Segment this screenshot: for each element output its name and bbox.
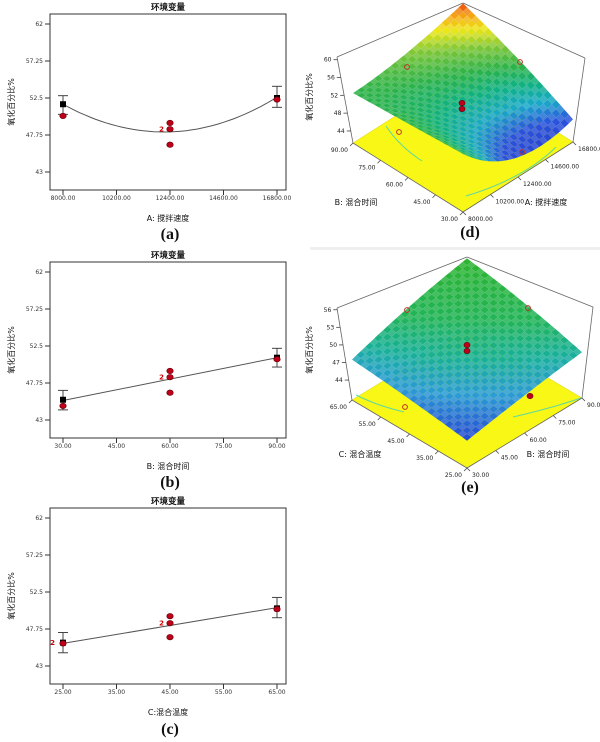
svg-text:16800.00: 16800.00 xyxy=(263,195,292,202)
svg-text:43: 43 xyxy=(35,417,43,424)
svg-text:氧化百分比%: 氧化百分比% xyxy=(6,572,16,620)
svg-text:90.00: 90.00 xyxy=(331,147,348,154)
panel-e: 44 47 50 53 56 65.00 55.00 45.00 35.00 25.00 30.00… xyxy=(300,245,600,500)
svg-text:90.00: 90.00 xyxy=(268,443,285,450)
svg-text:25.00: 25.00 xyxy=(54,689,71,696)
svg-text:氧化百分比%: 氧化百分比% xyxy=(304,326,314,374)
svg-text:A: 搅拌速度: A: 搅拌速度 xyxy=(525,197,568,207)
svg-text:62: 62 xyxy=(35,269,43,276)
svg-text:47: 47 xyxy=(332,359,340,366)
svg-text:55.00: 55.00 xyxy=(359,421,376,428)
svg-text:B: 混合时间: B: 混合时间 xyxy=(147,461,190,471)
svg-text:10200.00: 10200.00 xyxy=(102,195,131,202)
svg-text:60.00: 60.00 xyxy=(161,443,178,450)
svg-text:45.00: 45.00 xyxy=(387,438,404,445)
svg-text:12400.00: 12400.00 xyxy=(156,195,185,202)
svg-text:50: 50 xyxy=(329,342,337,349)
caption-b: (b) xyxy=(160,474,180,491)
svg-text:62: 62 xyxy=(35,515,43,522)
svg-text:氧化百分比%: 氧化百分比% xyxy=(6,326,16,374)
svg-text:氧化百分比%: 氧化百分比% xyxy=(304,73,314,121)
svg-text:52: 52 xyxy=(330,92,338,99)
svg-text:2: 2 xyxy=(159,620,164,628)
svg-text:47.75: 47.75 xyxy=(26,626,43,633)
chart-d-canvas: 44 48 52 56 60 90.00 75.00 60.00 45.00 30.00 8000.… xyxy=(304,2,600,223)
svg-text:10200.00: 10200.00 xyxy=(496,199,525,206)
svg-text:57.25: 57.25 xyxy=(26,306,43,313)
svg-text:8000.00: 8000.00 xyxy=(468,216,493,223)
panel-d: 44 48 52 56 60 90.00 75.00 60.00 45.00 30.00 8000.… xyxy=(300,0,600,245)
svg-text:C:混合温度: C:混合温度 xyxy=(148,707,188,717)
svg-text:43: 43 xyxy=(35,169,43,176)
svg-text:35.00: 35.00 xyxy=(108,689,125,696)
svg-text:52.5: 52.5 xyxy=(30,589,44,596)
svg-text:氧化百分比%: 氧化百分比% xyxy=(6,78,16,126)
svg-text:75.00: 75.00 xyxy=(558,420,575,427)
svg-text:52.5: 52.5 xyxy=(30,95,44,102)
svg-text:44: 44 xyxy=(335,377,343,384)
svg-text:47.75: 47.75 xyxy=(26,380,43,387)
svg-text:55.00: 55.00 xyxy=(215,689,232,696)
svg-text:62: 62 xyxy=(35,21,43,28)
svg-text:75.00: 75.00 xyxy=(358,164,375,171)
svg-text:43: 43 xyxy=(35,663,43,670)
caption-a: (a) xyxy=(160,226,180,243)
svg-text:53: 53 xyxy=(327,324,335,331)
svg-text:48: 48 xyxy=(334,110,342,117)
caption-c: (c) xyxy=(161,721,179,738)
svg-text:14600.00: 14600.00 xyxy=(209,195,238,202)
svg-text:60.00: 60.00 xyxy=(386,182,403,189)
caption-e: (e) xyxy=(461,479,479,496)
svg-text:30.00: 30.00 xyxy=(472,472,489,479)
svg-text:57.25: 57.25 xyxy=(26,552,43,559)
chart-e-canvas: 44 47 50 53 56 65.00 55.00 45.00 35.00 25.00 30.00… xyxy=(304,256,600,479)
svg-text:75.00: 75.00 xyxy=(215,443,232,450)
svg-text:环境变量: 环境变量 xyxy=(151,496,186,507)
panel-a: 环境变量氧化百分比% A: 搅拌速度 43 47.75 52.5 57.25 62 8000.… xyxy=(0,0,300,247)
svg-text:B: 混合时间: B: 混合时间 xyxy=(527,449,570,459)
svg-text:65.00: 65.00 xyxy=(330,404,347,411)
svg-text:52.5: 52.5 xyxy=(30,343,44,350)
svg-text:57.25: 57.25 xyxy=(26,58,43,65)
svg-text:35.00: 35.00 xyxy=(416,455,433,462)
svg-text:56: 56 xyxy=(324,307,332,314)
svg-text:45.00: 45.00 xyxy=(501,455,518,462)
svg-text:C: 混合温度: C: 混合温度 xyxy=(339,449,382,459)
panel-b: 环境变量氧化百分比% B: 混合时间 43 47.75 52.5 57.25 62 30.00… xyxy=(0,248,300,495)
svg-text:25.00: 25.00 xyxy=(445,472,462,479)
svg-text:2: 2 xyxy=(159,374,164,382)
svg-text:56: 56 xyxy=(327,74,335,81)
svg-text:60.00: 60.00 xyxy=(530,437,547,444)
svg-text:30.00: 30.00 xyxy=(54,443,71,450)
svg-text:60: 60 xyxy=(324,57,332,64)
svg-text:环境变量: 环境变量 xyxy=(151,250,186,261)
svg-text:65.00: 65.00 xyxy=(268,689,285,696)
svg-text:2: 2 xyxy=(159,126,164,134)
svg-text:环境变量: 环境变量 xyxy=(151,2,186,13)
panel-divider xyxy=(310,247,600,250)
svg-text:14600.00: 14600.00 xyxy=(551,164,580,171)
svg-text:12400.00: 12400.00 xyxy=(523,181,552,188)
svg-text:2: 2 xyxy=(50,639,55,647)
svg-text:A: 搅拌速度: A: 搅拌速度 xyxy=(147,213,190,223)
svg-text:45.00: 45.00 xyxy=(413,199,430,206)
svg-text:45.00: 45.00 xyxy=(108,443,125,450)
panel-c: 环境变量氧化百分比% C:混合温度 43 47.75 52.5 57.25 62 25.00 3… xyxy=(0,494,300,742)
svg-text:47.75: 47.75 xyxy=(26,132,43,139)
svg-text:90.00: 90.00 xyxy=(587,402,600,409)
svg-text:B: 混合时间: B: 混合时间 xyxy=(335,197,378,207)
svg-text:45.00: 45.00 xyxy=(161,689,178,696)
svg-text:16800.00: 16800.00 xyxy=(578,146,600,153)
caption-d: (d) xyxy=(460,224,480,241)
svg-text:30.00: 30.00 xyxy=(441,216,458,223)
svg-text:8000.00: 8000.00 xyxy=(51,195,76,202)
svg-text:44: 44 xyxy=(337,128,345,135)
